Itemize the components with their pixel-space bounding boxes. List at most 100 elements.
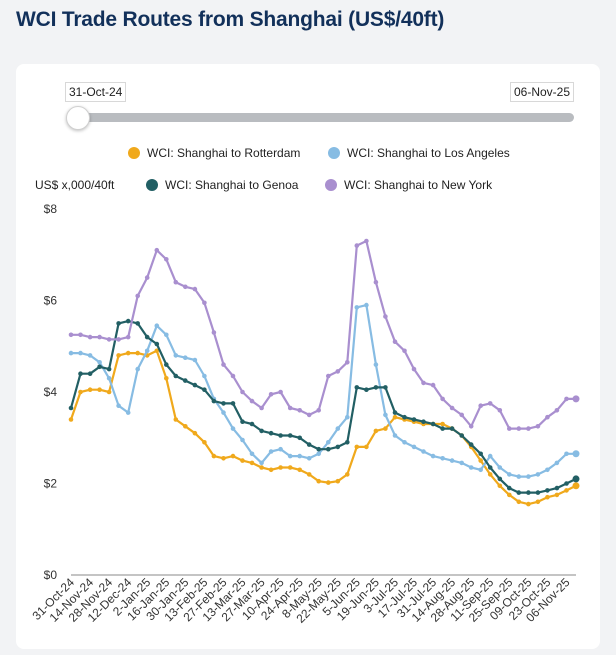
- data-point[interactable]: [478, 451, 484, 457]
- data-point[interactable]: [564, 481, 569, 486]
- data-point[interactable]: [259, 465, 264, 470]
- data-point[interactable]: [316, 446, 322, 452]
- data-point[interactable]: [526, 426, 531, 431]
- data-point[interactable]: [240, 437, 245, 443]
- data-point[interactable]: [135, 293, 140, 299]
- data-point[interactable]: [478, 467, 484, 473]
- data-point[interactable]: [202, 440, 207, 445]
- data-point[interactable]: [230, 373, 236, 379]
- data-point[interactable]: [411, 444, 417, 450]
- data-point[interactable]: [316, 478, 322, 484]
- data-point[interactable]: [383, 426, 388, 431]
- series-line-1[interactable]: [71, 304, 576, 478]
- data-point[interactable]: [335, 444, 341, 450]
- legend-item-genoa[interactable]: WCI: Shanghai to Genoa: [146, 178, 298, 192]
- data-point[interactable]: [125, 350, 131, 356]
- data-point[interactable]: [392, 339, 398, 345]
- data-point[interactable]: [106, 366, 112, 372]
- data-point[interactable]: [240, 389, 245, 395]
- date-range-slider-handle[interactable]: [66, 106, 90, 130]
- data-point[interactable]: [326, 440, 331, 445]
- data-point[interactable]: [545, 414, 550, 420]
- data-point[interactable]: [221, 401, 226, 406]
- data-point[interactable]: [297, 435, 303, 441]
- data-point[interactable]: [144, 348, 150, 354]
- data-point[interactable]: [211, 453, 217, 459]
- data-point[interactable]: [507, 485, 512, 491]
- data-point[interactable]: [116, 403, 121, 409]
- data-point[interactable]: [211, 330, 217, 335]
- data-point[interactable]: [440, 396, 445, 402]
- data-point[interactable]: [468, 424, 474, 429]
- data-point[interactable]: [68, 332, 74, 338]
- data-point[interactable]: [154, 341, 160, 347]
- data-point[interactable]: [202, 387, 207, 393]
- data-point[interactable]: [392, 410, 398, 415]
- data-point[interactable]: [545, 494, 550, 500]
- data-point[interactable]: [526, 474, 531, 479]
- data-point[interactable]: [554, 485, 560, 491]
- data-point[interactable]: [535, 472, 541, 477]
- data-point[interactable]: [221, 362, 226, 367]
- data-point[interactable]: [402, 348, 407, 354]
- data-point[interactable]: [354, 243, 360, 248]
- data-point[interactable]: [106, 389, 112, 395]
- data-point[interactable]: [545, 467, 550, 473]
- data-point[interactable]: [78, 332, 83, 338]
- data-point[interactable]: [545, 488, 550, 493]
- data-point[interactable]: [87, 353, 93, 358]
- data-point[interactable]: [440, 426, 445, 431]
- data-point[interactable]: [97, 334, 102, 340]
- data-point[interactable]: [554, 492, 560, 498]
- data-point[interactable]: [211, 398, 217, 404]
- data-point[interactable]: [449, 458, 455, 463]
- data-point[interactable]: [516, 426, 522, 431]
- data-point[interactable]: [183, 378, 188, 383]
- data-point[interactable]: [383, 412, 388, 418]
- data-point[interactable]: [516, 499, 522, 505]
- data-point[interactable]: [230, 426, 236, 431]
- data-point[interactable]: [507, 426, 512, 431]
- data-point[interactable]: [497, 476, 503, 482]
- data-point[interactable]: [335, 369, 341, 374]
- data-point[interactable]: [306, 472, 312, 477]
- data-point[interactable]: [278, 465, 283, 470]
- data-point[interactable]: [459, 460, 465, 466]
- legend-item-los-angeles[interactable]: WCI: Shanghai to Los Angeles: [328, 146, 510, 160]
- data-point[interactable]: [97, 387, 102, 393]
- data-point[interactable]: [192, 430, 198, 436]
- data-point[interactable]: [87, 387, 93, 393]
- data-point[interactable]: [297, 467, 303, 473]
- data-point[interactable]: [249, 421, 255, 427]
- data-point[interactable]: [326, 446, 331, 452]
- data-point[interactable]: [411, 366, 417, 372]
- data-point[interactable]: [364, 387, 369, 393]
- data-point[interactable]: [373, 428, 379, 434]
- data-point[interactable]: [278, 446, 283, 452]
- data-point[interactable]: [97, 364, 102, 370]
- data-point[interactable]: [249, 460, 255, 466]
- data-point[interactable]: [202, 300, 207, 306]
- data-point[interactable]: [287, 465, 293, 470]
- data-point[interactable]: [125, 334, 131, 340]
- data-point[interactable]: [345, 440, 350, 445]
- data-point[interactable]: [183, 284, 188, 290]
- data-point[interactable]: [278, 433, 283, 438]
- data-point[interactable]: [306, 412, 312, 418]
- data-point[interactable]: [306, 456, 312, 461]
- data-point[interactable]: [106, 376, 112, 381]
- data-point[interactable]: [354, 305, 360, 310]
- data-point[interactable]: [411, 417, 417, 422]
- data-point[interactable]: [326, 480, 331, 485]
- data-point[interactable]: [383, 385, 388, 390]
- data-point[interactable]: [192, 382, 198, 388]
- data-point[interactable]: [183, 424, 188, 429]
- data-point[interactable]: [164, 257, 169, 262]
- data-point[interactable]: [68, 405, 74, 411]
- data-point[interactable]: [459, 412, 465, 418]
- data-point[interactable]: [87, 371, 93, 377]
- data-point[interactable]: [373, 279, 379, 285]
- data-point[interactable]: [430, 421, 436, 427]
- data-point[interactable]: [526, 490, 531, 495]
- data-point[interactable]: [316, 451, 322, 457]
